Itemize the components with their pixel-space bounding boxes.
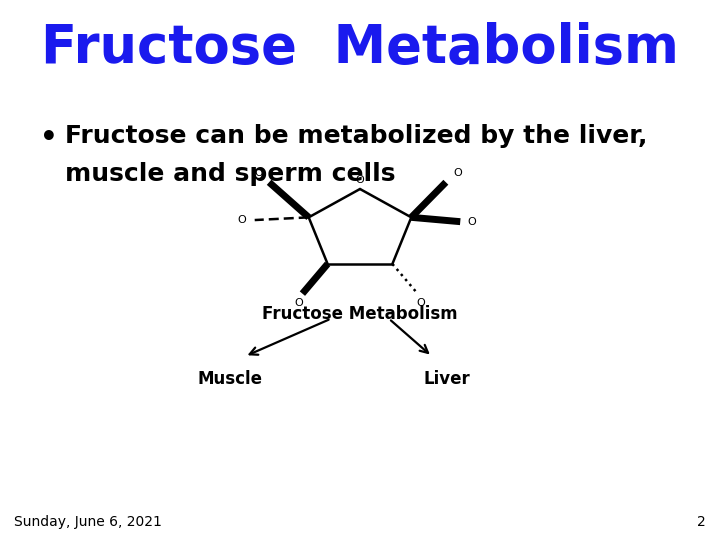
Text: O: O [294, 298, 303, 308]
Text: Fructose Metabolism: Fructose Metabolism [262, 305, 458, 323]
Text: O: O [254, 168, 263, 178]
Text: Muscle: Muscle [198, 370, 263, 388]
Text: O: O [356, 174, 364, 185]
Text: muscle and sperm cells: muscle and sperm cells [65, 162, 395, 186]
Text: •: • [40, 124, 58, 152]
Text: O: O [467, 217, 476, 227]
Text: 2: 2 [697, 515, 706, 529]
Text: Liver: Liver [423, 370, 469, 388]
Text: O: O [453, 168, 462, 178]
Text: O: O [417, 298, 426, 308]
Text: Sunday, June 6, 2021: Sunday, June 6, 2021 [14, 515, 162, 529]
Text: O: O [238, 215, 246, 225]
Text: Fructose  Metabolism: Fructose Metabolism [41, 22, 679, 73]
Text: Fructose can be metabolized by the liver,: Fructose can be metabolized by the liver… [65, 124, 647, 148]
